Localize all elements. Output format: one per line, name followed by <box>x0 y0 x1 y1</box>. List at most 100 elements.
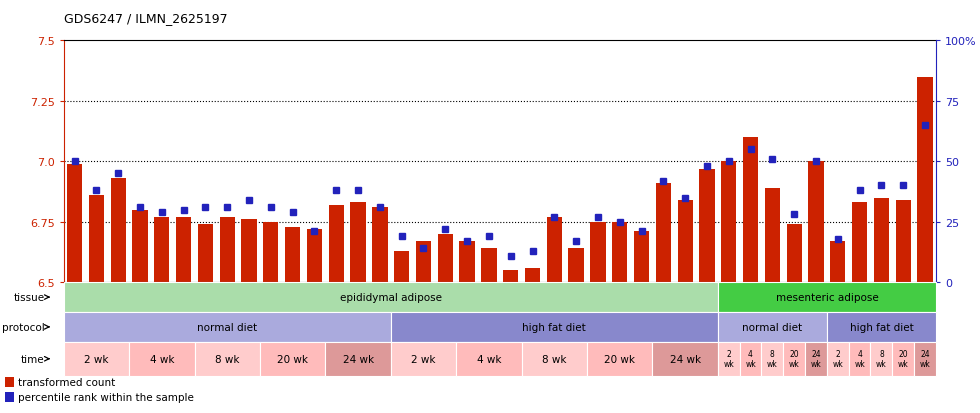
Text: 24
wk: 24 wk <box>919 349 930 368</box>
Bar <box>325 342 391 376</box>
Bar <box>612 222 627 282</box>
Bar <box>896 200 910 282</box>
Bar <box>870 342 892 376</box>
Bar <box>677 200 693 282</box>
Text: 20 wk: 20 wk <box>277 354 308 364</box>
Bar <box>590 222 606 282</box>
Text: 2 wk: 2 wk <box>84 354 109 364</box>
Bar <box>176 217 191 282</box>
Bar <box>89 196 104 282</box>
Text: 2
wk: 2 wk <box>832 349 843 368</box>
Bar <box>740 342 761 376</box>
Bar <box>460 242 474 282</box>
Bar <box>260 342 325 376</box>
Text: epididymal adipose: epididymal adipose <box>340 292 442 302</box>
Bar <box>64 282 717 312</box>
Bar <box>827 342 849 376</box>
Bar <box>783 342 805 376</box>
Bar <box>808 162 823 282</box>
Bar <box>64 342 129 376</box>
Bar <box>587 342 653 376</box>
Bar <box>416 242 431 282</box>
Text: 4 wk: 4 wk <box>476 354 501 364</box>
Text: 4
wk: 4 wk <box>745 349 756 368</box>
Bar <box>849 342 870 376</box>
Bar <box>653 342 717 376</box>
Text: 20
wk: 20 wk <box>789 349 800 368</box>
Text: percentile rank within the sample: percentile rank within the sample <box>18 392 193 402</box>
Bar <box>656 184 671 282</box>
Bar <box>456 342 521 376</box>
Text: mesenteric adipose: mesenteric adipose <box>775 292 878 302</box>
Bar <box>914 342 936 376</box>
Bar <box>391 312 717 342</box>
Bar <box>805 342 827 376</box>
Bar <box>721 162 736 282</box>
Text: 20 wk: 20 wk <box>605 354 635 364</box>
Text: 8 wk: 8 wk <box>215 354 239 364</box>
Text: 8
wk: 8 wk <box>876 349 887 368</box>
Text: time: time <box>21 354 44 364</box>
Bar <box>830 242 846 282</box>
Bar <box>438 234 453 282</box>
Text: transformed count: transformed count <box>18 377 115 387</box>
Bar <box>132 210 148 282</box>
Bar <box>5 377 14 387</box>
Bar <box>717 282 936 312</box>
Text: tissue: tissue <box>14 292 44 302</box>
Bar <box>394 251 410 282</box>
Text: 2
wk: 2 wk <box>723 349 734 368</box>
Text: 8
wk: 8 wk <box>767 349 778 368</box>
Bar <box>717 312 827 342</box>
Text: GDS6247 / ILMN_2625197: GDS6247 / ILMN_2625197 <box>64 12 227 25</box>
Bar <box>700 169 714 282</box>
Bar <box>547 217 562 282</box>
Bar <box>874 198 889 282</box>
Bar <box>198 225 213 282</box>
Text: high fat diet: high fat diet <box>850 322 913 332</box>
Bar <box>852 203 867 282</box>
Bar <box>764 188 780 282</box>
Bar <box>220 217 235 282</box>
Bar <box>129 342 194 376</box>
Bar <box>892 342 914 376</box>
Text: 24 wk: 24 wk <box>669 354 701 364</box>
Bar <box>568 249 584 282</box>
Text: high fat diet: high fat diet <box>522 322 586 332</box>
Bar <box>111 179 125 282</box>
Bar <box>285 227 300 282</box>
Bar <box>264 222 278 282</box>
Text: 24
wk: 24 wk <box>810 349 821 368</box>
Bar <box>634 232 649 282</box>
Bar <box>194 342 260 376</box>
Text: protocol: protocol <box>2 322 44 332</box>
Bar <box>67 164 82 282</box>
Text: 20
wk: 20 wk <box>898 349 908 368</box>
Bar <box>525 268 540 282</box>
Bar <box>372 208 387 282</box>
Bar <box>761 342 783 376</box>
Bar <box>307 230 322 282</box>
Text: 4 wk: 4 wk <box>150 354 174 364</box>
Bar <box>391 342 457 376</box>
Bar <box>481 249 497 282</box>
Text: 4
wk: 4 wk <box>855 349 865 368</box>
Bar <box>328 205 344 282</box>
Bar <box>917 78 933 282</box>
Bar <box>154 217 170 282</box>
Bar <box>351 203 366 282</box>
Bar <box>64 312 391 342</box>
Bar <box>743 138 759 282</box>
Text: normal diet: normal diet <box>197 322 258 332</box>
Bar <box>241 220 257 282</box>
Text: 2 wk: 2 wk <box>412 354 436 364</box>
Bar <box>521 342 587 376</box>
Bar <box>5 392 14 402</box>
Text: 24 wk: 24 wk <box>342 354 373 364</box>
Bar <box>787 225 802 282</box>
Bar <box>503 271 518 282</box>
Bar <box>717 342 740 376</box>
Text: normal diet: normal diet <box>742 322 803 332</box>
Text: 8 wk: 8 wk <box>542 354 566 364</box>
Bar <box>827 312 936 342</box>
